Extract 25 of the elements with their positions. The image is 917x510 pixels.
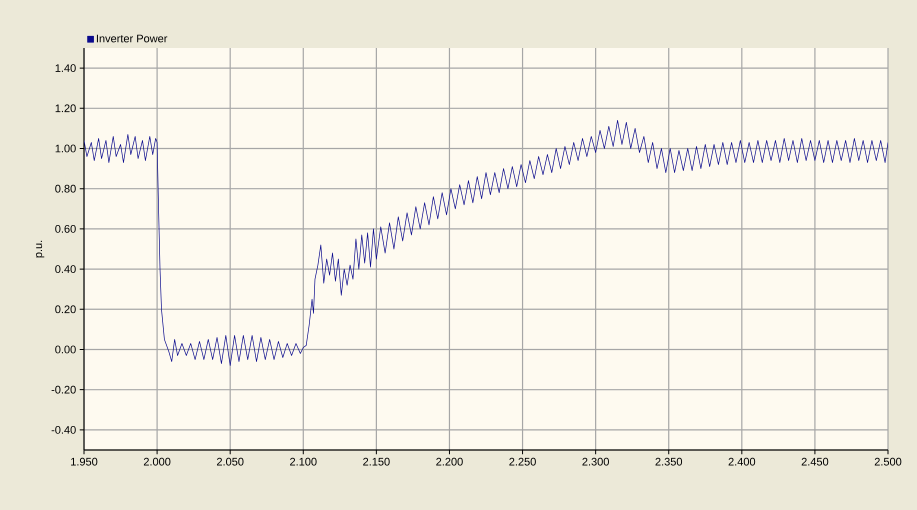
y-tick-label: 0.60 <box>55 225 76 233</box>
x-tick-label: 2.500 <box>874 458 902 466</box>
x-tick-label: 2.050 <box>216 458 244 466</box>
y-tick-label: 1.00 <box>56 144 76 152</box>
x-tick-label: 2.350 <box>656 458 682 466</box>
legend-label: Inverter Power <box>96 34 168 42</box>
x-tick-label: 2.450 <box>802 458 828 466</box>
line-series <box>84 120 888 366</box>
y-tick-label: 0.40 <box>55 265 76 273</box>
x-tick-label: 2.000 <box>144 458 170 466</box>
y-tick-label: -0.20 <box>52 386 76 394</box>
x-tick-label: 2.250 <box>509 458 536 466</box>
y-tick-label: 0.80 <box>55 184 76 193</box>
y-tick-label: 0.00 <box>55 346 76 354</box>
y-tick-label: -0.40 <box>52 426 76 434</box>
y-axis-title: p.u. <box>36 240 44 258</box>
x-tick-label: 1.950 <box>71 458 98 466</box>
x-tick-label: 2.100 <box>290 458 317 466</box>
y-tick-label: 0.20 <box>55 305 76 314</box>
x-tick-label: 2.150 <box>363 458 390 466</box>
x-tick-label: 2.400 <box>728 458 756 466</box>
x-tick-label: 2.200 <box>436 458 463 466</box>
y-tick-label: 1.40 <box>56 64 76 72</box>
x-tick-label: 2.300 <box>582 458 609 466</box>
y-tick-label: 1.20 <box>56 104 76 112</box>
